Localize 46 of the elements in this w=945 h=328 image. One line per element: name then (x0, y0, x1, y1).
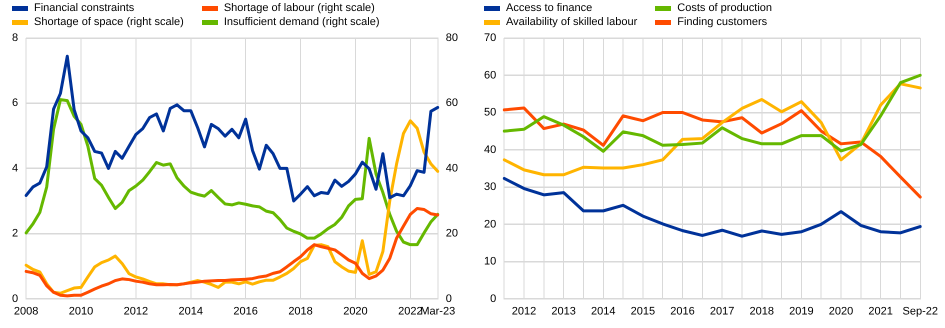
y-tick-label: 20 (484, 218, 496, 230)
y-tick-label: 6 (12, 97, 18, 110)
x-tick-label: 2020 (828, 305, 854, 318)
x-tick-label: 2018 (288, 305, 313, 318)
y2-tick-label: 60 (446, 97, 458, 110)
x-tick-label: 2012 (512, 305, 536, 318)
x-tick-label: 2020 (343, 305, 368, 318)
y-tick-label: 60 (484, 69, 496, 82)
y-tick-label: 8 (12, 32, 18, 44)
y2-tick-label: 80 (446, 32, 458, 44)
y-tick-label: 40 (484, 144, 496, 156)
y-tick-label: 0 (490, 292, 496, 305)
legend-label: Availability of skilled labour (506, 16, 638, 28)
x-tick-label: 2019 (789, 305, 814, 318)
x-tick-label: 2017 (710, 305, 734, 318)
y2-tick-label: 40 (446, 162, 458, 174)
legend-label: Shortage of labour (right scale) (224, 2, 375, 14)
legend-label: Costs of production (677, 2, 772, 14)
x-tick-label: Sep-22 (902, 305, 938, 318)
x-tick-label: 2018 (750, 305, 774, 318)
x-tick-label: 2014 (591, 305, 616, 318)
x-tick-label: 2015 (630, 305, 656, 318)
legend-label: Financial constraints (34, 2, 134, 14)
y-tick-label: 70 (484, 32, 496, 44)
legend-label: Insufficient demand (right scale) (224, 16, 380, 28)
x-tick-label: 2010 (68, 305, 94, 318)
legend-label: Finding customers (677, 16, 768, 28)
y-tick-label: 2 (12, 228, 18, 240)
x-tick-label: 2014 (178, 305, 204, 318)
y-tick-label: 30 (484, 181, 496, 194)
x-tick-label: 2021 (868, 305, 893, 318)
x-tick-label: 2012 (124, 305, 148, 318)
x-tick-label: 2016 (670, 305, 695, 318)
y-tick-label: 0 (12, 292, 18, 305)
y-tick-label: 4 (12, 162, 18, 174)
legend-label: Access to finance (506, 2, 592, 14)
x-tick-label: Mar-23 (420, 305, 456, 318)
y-tick-label: 50 (484, 106, 496, 119)
x-tick-label: 2013 (551, 305, 576, 318)
legend-label: Shortage of space (right scale) (34, 16, 184, 28)
x-tick-label: 2022 (398, 305, 423, 318)
x-tick-label: 2008 (14, 305, 38, 318)
x-tick-label: 2016 (233, 305, 258, 318)
y-tick-label: 10 (484, 256, 496, 268)
y2-tick-label: 0 (446, 292, 452, 305)
y2-tick-label: 20 (446, 228, 458, 240)
